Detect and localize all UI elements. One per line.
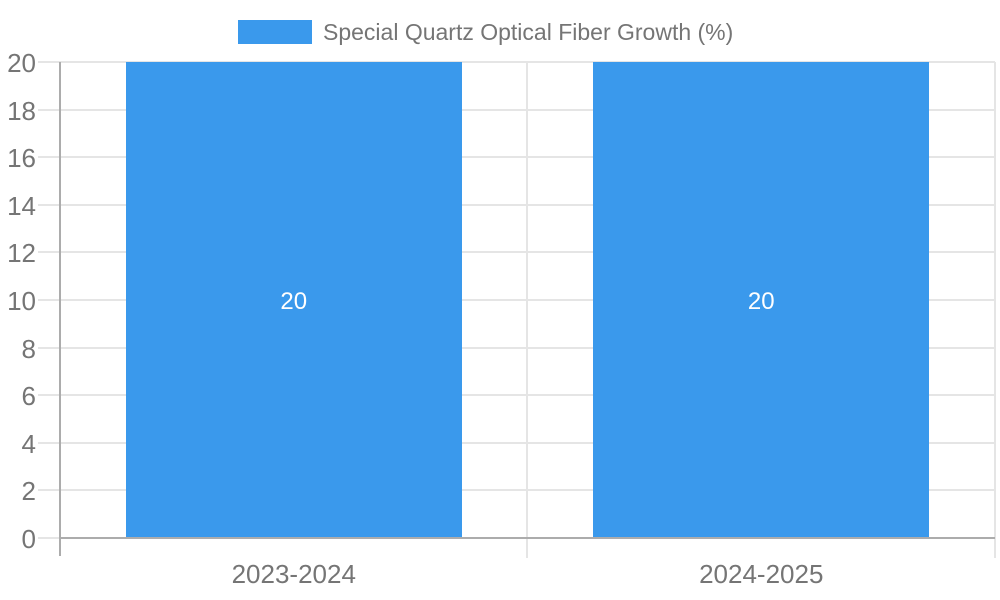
- bar-2024-2025[interactable]: [593, 62, 930, 538]
- y-gridline: [38, 489, 995, 492]
- y-axis-label-4: 4: [21, 428, 36, 459]
- x-axis-line: [60, 537, 995, 539]
- y-axis-label-8: 8: [21, 333, 36, 364]
- y-gridline: [38, 251, 995, 254]
- y-gridline: [38, 156, 995, 159]
- y-axis-label-18: 18: [7, 95, 36, 126]
- x-axis-label-2023-2024: 2023-2024: [231, 559, 356, 589]
- y-axis-label-2: 2: [21, 476, 36, 507]
- y-axis-label-0: 0: [21, 524, 36, 554]
- chart-legend[interactable]: Special Quartz Optical Fiber Growth (%): [238, 16, 733, 48]
- y-gridline: [38, 108, 995, 111]
- y-axis-label-6: 6: [21, 381, 36, 412]
- plot-right-border: [993, 62, 996, 558]
- y-gridline: [38, 61, 995, 63]
- y-axis-label-16: 16: [7, 143, 36, 174]
- legend-label: Special Quartz Optical Fiber Growth (%): [323, 18, 734, 45]
- bar-2023-2024[interactable]: [125, 62, 462, 538]
- y-gridline: [38, 203, 995, 206]
- bar-value-label: 20: [747, 288, 775, 315]
- legend-swatch: [238, 20, 312, 44]
- y-axis-label-10: 10: [7, 286, 36, 316]
- y-gridline: [38, 346, 995, 349]
- y-axis-label-20: 20: [7, 48, 36, 78]
- y-gridline: [38, 394, 995, 397]
- y-axis-label-12: 12: [7, 238, 36, 269]
- bar-value-label: 20: [280, 288, 308, 315]
- y-axis-label-14: 14: [7, 190, 36, 221]
- y-axis-line: [59, 62, 61, 556]
- category-boundary-line: [526, 62, 528, 558]
- x-axis-label-2024-2025: 2024-2025: [699, 559, 824, 589]
- y-gridline: [38, 441, 995, 444]
- y-gridline: [38, 299, 995, 301]
